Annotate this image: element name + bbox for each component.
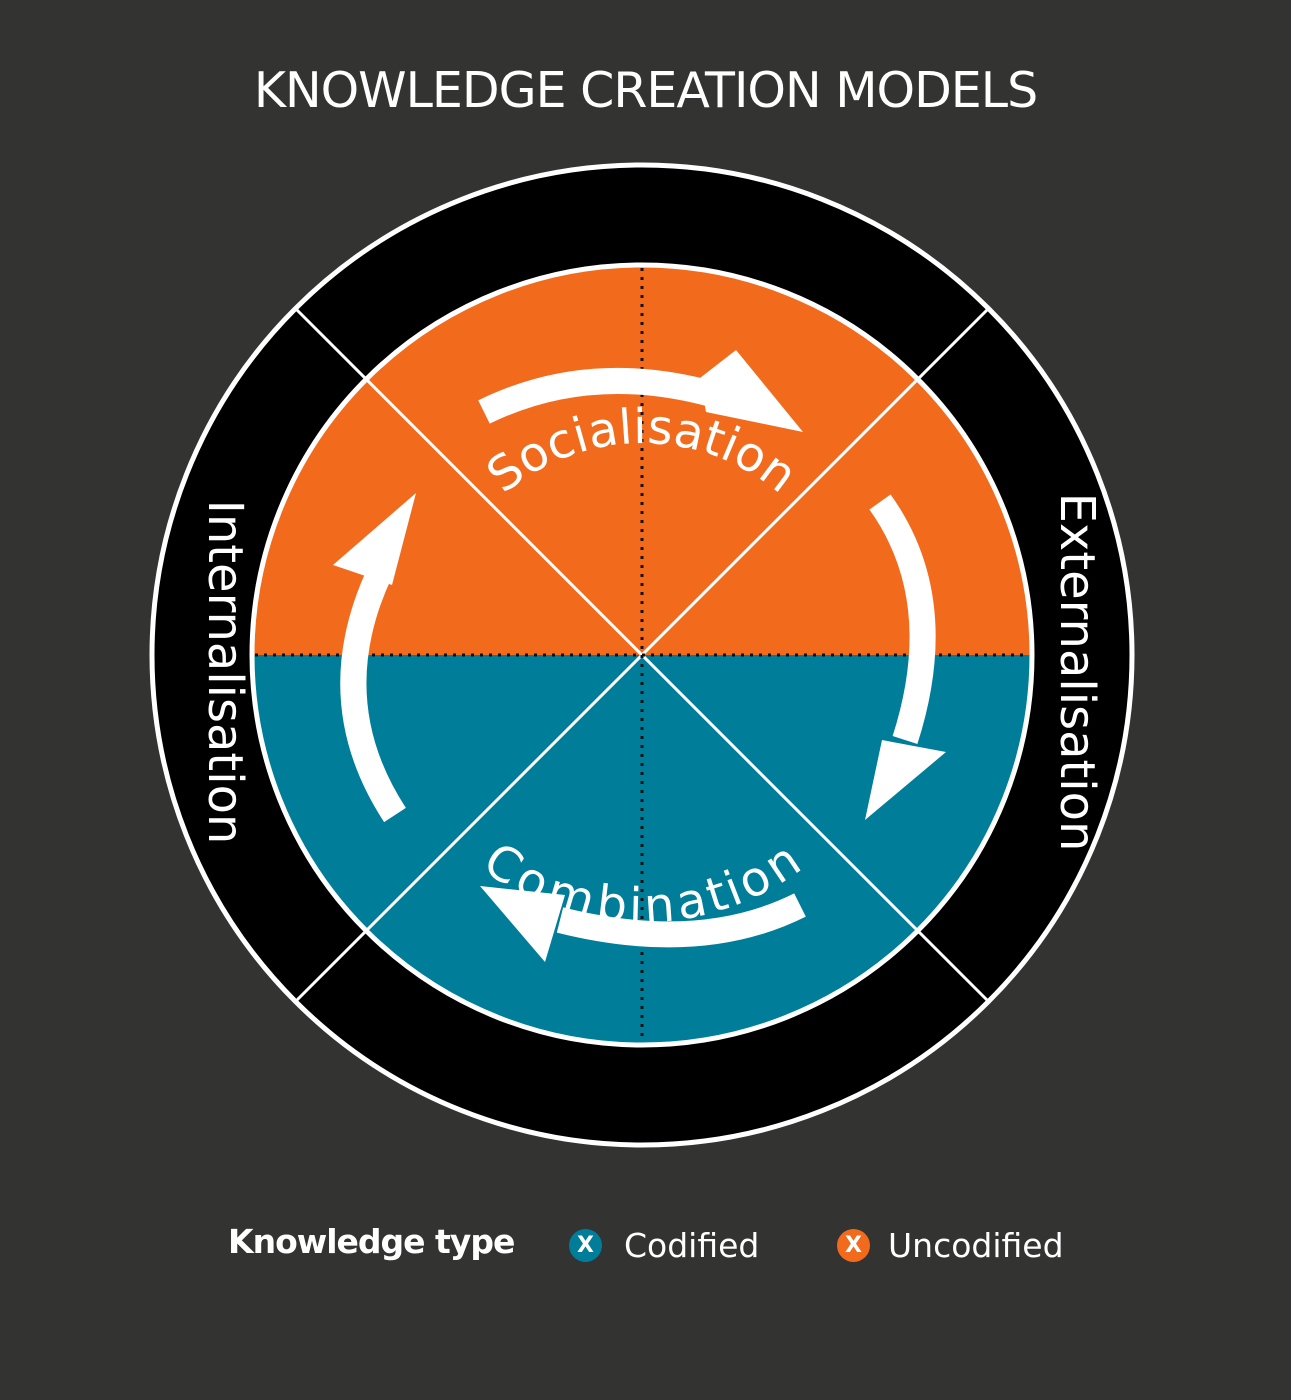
legend-title: Knowledge type [228,1222,515,1261]
arrow-combination-to-internalisation [480,886,806,962]
externalisation-label: Externalisation [1049,493,1105,852]
legend: Knowledge type X Codified X Uncodified [0,1222,1291,1272]
arrow-internalisation-to-socialisation [333,493,416,823]
inner-circle-outline [249,262,1035,1048]
legend-item-codified: X Codified [569,1222,759,1268]
internalisation-label: Internalisation [197,500,253,845]
codified-marker-icon: X [569,1228,602,1262]
legend-item-uncodified: X Uncodified [837,1222,1064,1268]
uncodified-marker-icon: X [837,1228,870,1262]
arrow-socialisation-to-externalisation [478,350,803,432]
codified-half [252,655,1032,1045]
legend-label-codified: Codified [624,1225,760,1265]
legend-label-uncodified: Uncodified [888,1225,1064,1265]
arrow-externalisation-to-combination [865,494,946,820]
page-title: KNOWLEDGE CREATION MODELS [253,62,1038,119]
